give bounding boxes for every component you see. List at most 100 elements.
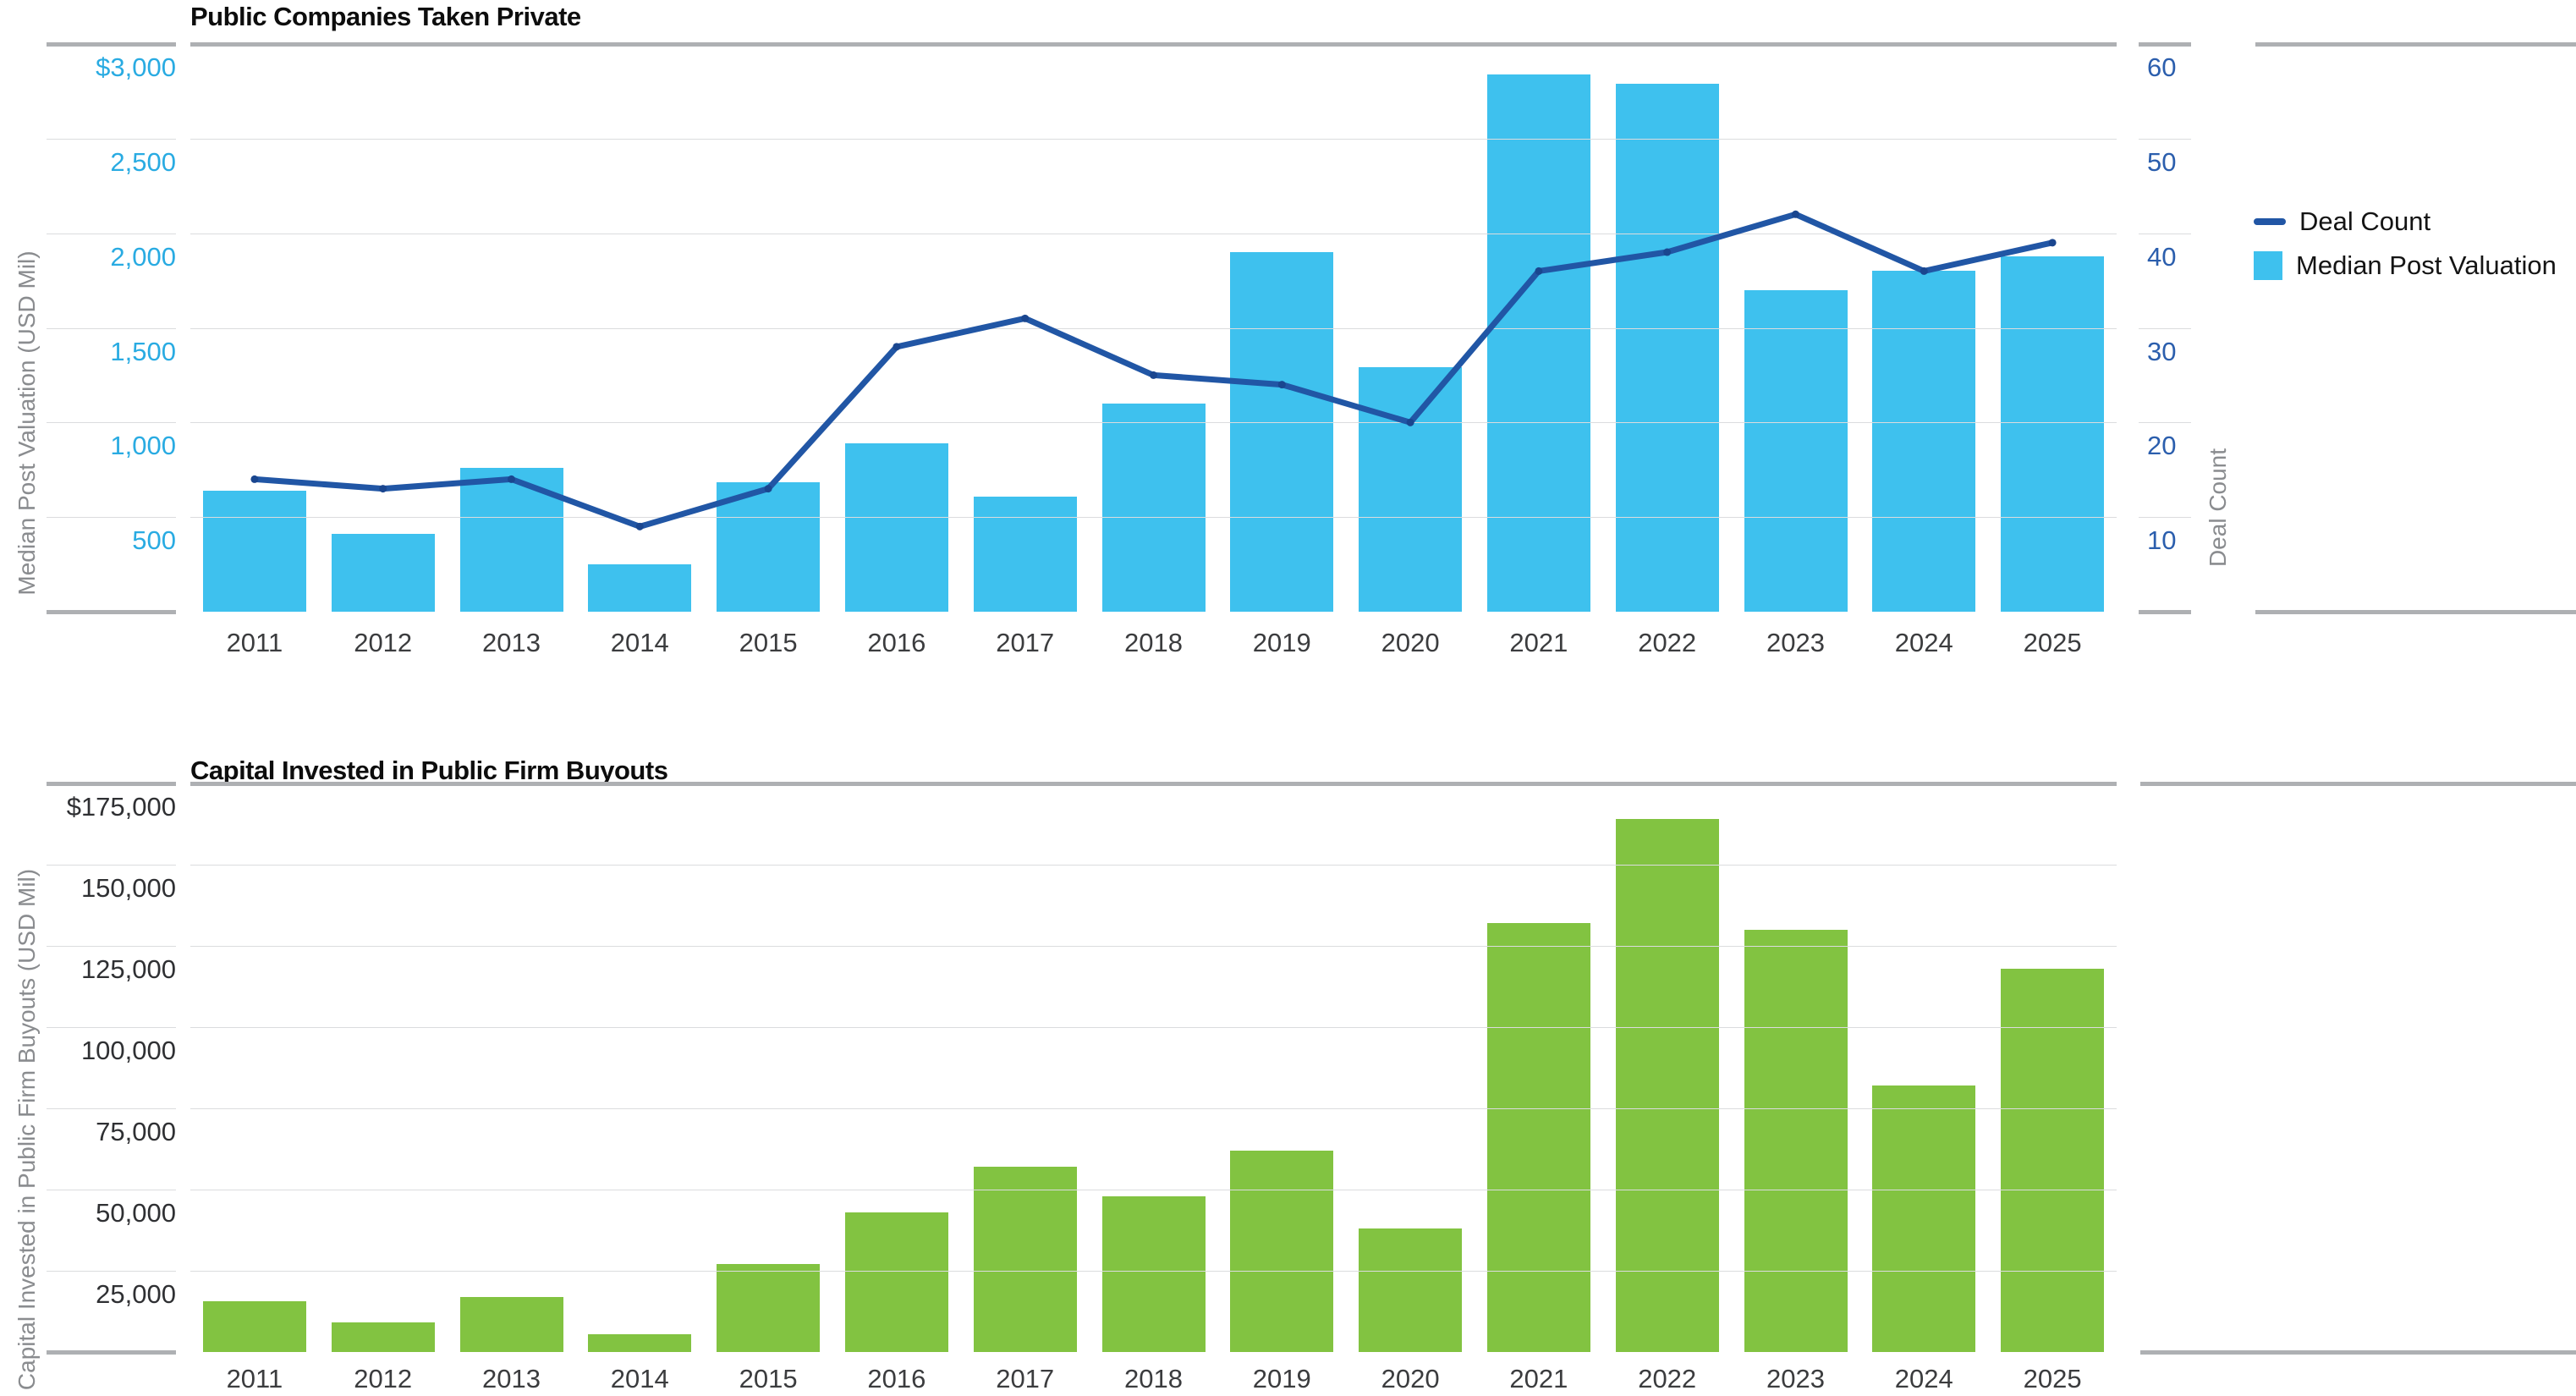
line-point-2018 (1150, 371, 1157, 379)
right-axis-tick-label: 10 (2147, 525, 2177, 555)
bar-2019 (1230, 1150, 1334, 1352)
y-axis-tick-label: 125,000 (80, 954, 176, 984)
y-axis-tick-label: $175,000 (66, 792, 176, 822)
x-axis-label-2016: 2016 (867, 1364, 926, 1393)
bar-2011 (202, 490, 306, 612)
bar-2023 (1744, 929, 1848, 1352)
x-axis-label-2021: 2021 (1509, 1364, 1568, 1393)
chart1-title: Public Companies Taken Private (190, 2, 581, 31)
bar-2012 (331, 534, 435, 612)
chart-baseline (2140, 1350, 2576, 1355)
bar-2014 (588, 564, 692, 612)
gridline (47, 1271, 176, 1272)
y-axis-tick-label: 25,000 (96, 1279, 176, 1309)
gridline (190, 328, 2117, 329)
chart-top-border (47, 782, 176, 786)
bar-2025 (2001, 256, 2105, 612)
bar-2018 (1101, 1195, 1206, 1352)
bar-2012 (331, 1322, 435, 1352)
gridline (2139, 517, 2191, 518)
x-axis-label-2017: 2017 (996, 1364, 1055, 1393)
chart-baseline (2255, 610, 2576, 614)
x-axis-label-2014: 2014 (610, 1364, 669, 1393)
gridline (47, 139, 176, 140)
gridline (190, 946, 2117, 947)
x-axis-label-2025: 2025 (2023, 628, 2082, 657)
x-axis-label-2016: 2016 (867, 628, 926, 657)
gridline (190, 517, 2117, 518)
line-point-2021 (1535, 267, 1543, 275)
bar-2016 (844, 442, 948, 612)
y-axis-tick-label: 2,500 (110, 147, 176, 177)
gridline (190, 1108, 2117, 1109)
x-axis-label-2020: 2020 (1381, 1364, 1440, 1393)
bar-2023 (1744, 289, 1848, 612)
x-axis-label-2018: 2018 (1124, 1364, 1183, 1393)
y-axis-tick-label: 150,000 (80, 873, 176, 903)
bar-2017 (973, 1167, 1077, 1352)
x-axis-label-2022: 2022 (1638, 1364, 1697, 1393)
y-axis-tick-label: $3,000 (96, 52, 176, 82)
line-point-2025 (2048, 239, 2057, 247)
x-axis-label-2019: 2019 (1252, 628, 1311, 657)
x-axis-label-2014: 2014 (610, 628, 669, 657)
line-point-2017 (1021, 314, 1030, 322)
line-point-2019 (1277, 381, 1286, 389)
bar-2022 (1615, 83, 1719, 612)
bar-2025 (2001, 968, 2105, 1352)
y-axis-tick-label: 1,000 (110, 431, 176, 460)
line-point-2015 (764, 485, 772, 493)
bar-2015 (717, 1264, 821, 1352)
y-axis-tick-label: 50,000 (96, 1198, 176, 1228)
gridline (2139, 139, 2191, 140)
x-axis-label-2018: 2018 (1124, 628, 1183, 657)
right-axis-tick-label: 40 (2147, 242, 2177, 272)
y-axis-tick-label: 75,000 (96, 1117, 176, 1146)
x-axis-label-2012: 2012 (354, 628, 413, 657)
chart-top-border (2255, 42, 2576, 47)
bar-2019 (1230, 252, 1334, 612)
chart-top-border (2139, 42, 2191, 47)
gridline (47, 328, 176, 329)
x-axis-label-2013: 2013 (482, 628, 541, 657)
y-axis-tick-label: 2,000 (110, 242, 176, 272)
gridline (47, 1108, 176, 1109)
right-axis-tick-label: 60 (2147, 52, 2177, 82)
gridline (47, 422, 176, 423)
bar-2022 (1615, 819, 1719, 1352)
right-axis-tick-label: 20 (2147, 431, 2177, 460)
x-axis-label-2019: 2019 (1252, 1364, 1311, 1393)
line-point-2014 (635, 522, 644, 530)
gridline (47, 1027, 176, 1028)
chart1-legend: Deal Count Median Post Valuation (2254, 206, 2557, 281)
bar-2016 (844, 1212, 948, 1352)
x-axis-label-2021: 2021 (1509, 628, 1568, 657)
legend-item-median-post-valuation: Median Post Valuation (2254, 250, 2557, 281)
bar-2018 (1101, 403, 1206, 612)
chart-top-border (190, 782, 2117, 786)
x-axis-label-2024: 2024 (1894, 1364, 1953, 1393)
x-axis-label-2013: 2013 (482, 1364, 541, 1393)
bar-2020 (1359, 367, 1463, 612)
legend-label: Median Post Valuation (2296, 250, 2557, 280)
chart-top-border (2140, 782, 2576, 786)
bar-2021 (1486, 923, 1590, 1352)
gridline (47, 865, 176, 866)
gridline (47, 946, 176, 947)
x-axis-label-2024: 2024 (1894, 628, 1953, 657)
x-axis-label-2015: 2015 (739, 628, 798, 657)
gridline (2139, 328, 2191, 329)
chart-baseline (2139, 610, 2191, 614)
bar-2015 (717, 481, 821, 612)
x-axis-label-2023: 2023 (1766, 1364, 1825, 1393)
gridline (190, 865, 2117, 866)
x-axis-label-2020: 2020 (1381, 628, 1440, 657)
line-point-2024 (1920, 267, 1928, 275)
chart-baseline (47, 1350, 176, 1355)
line-point-2016 (893, 343, 901, 351)
deal-count-line-swatch-icon (2254, 218, 2286, 225)
median-post-valuation-square-swatch-icon (2254, 251, 2282, 280)
line-point-2012 (379, 485, 387, 493)
gridline (190, 1271, 2117, 1272)
